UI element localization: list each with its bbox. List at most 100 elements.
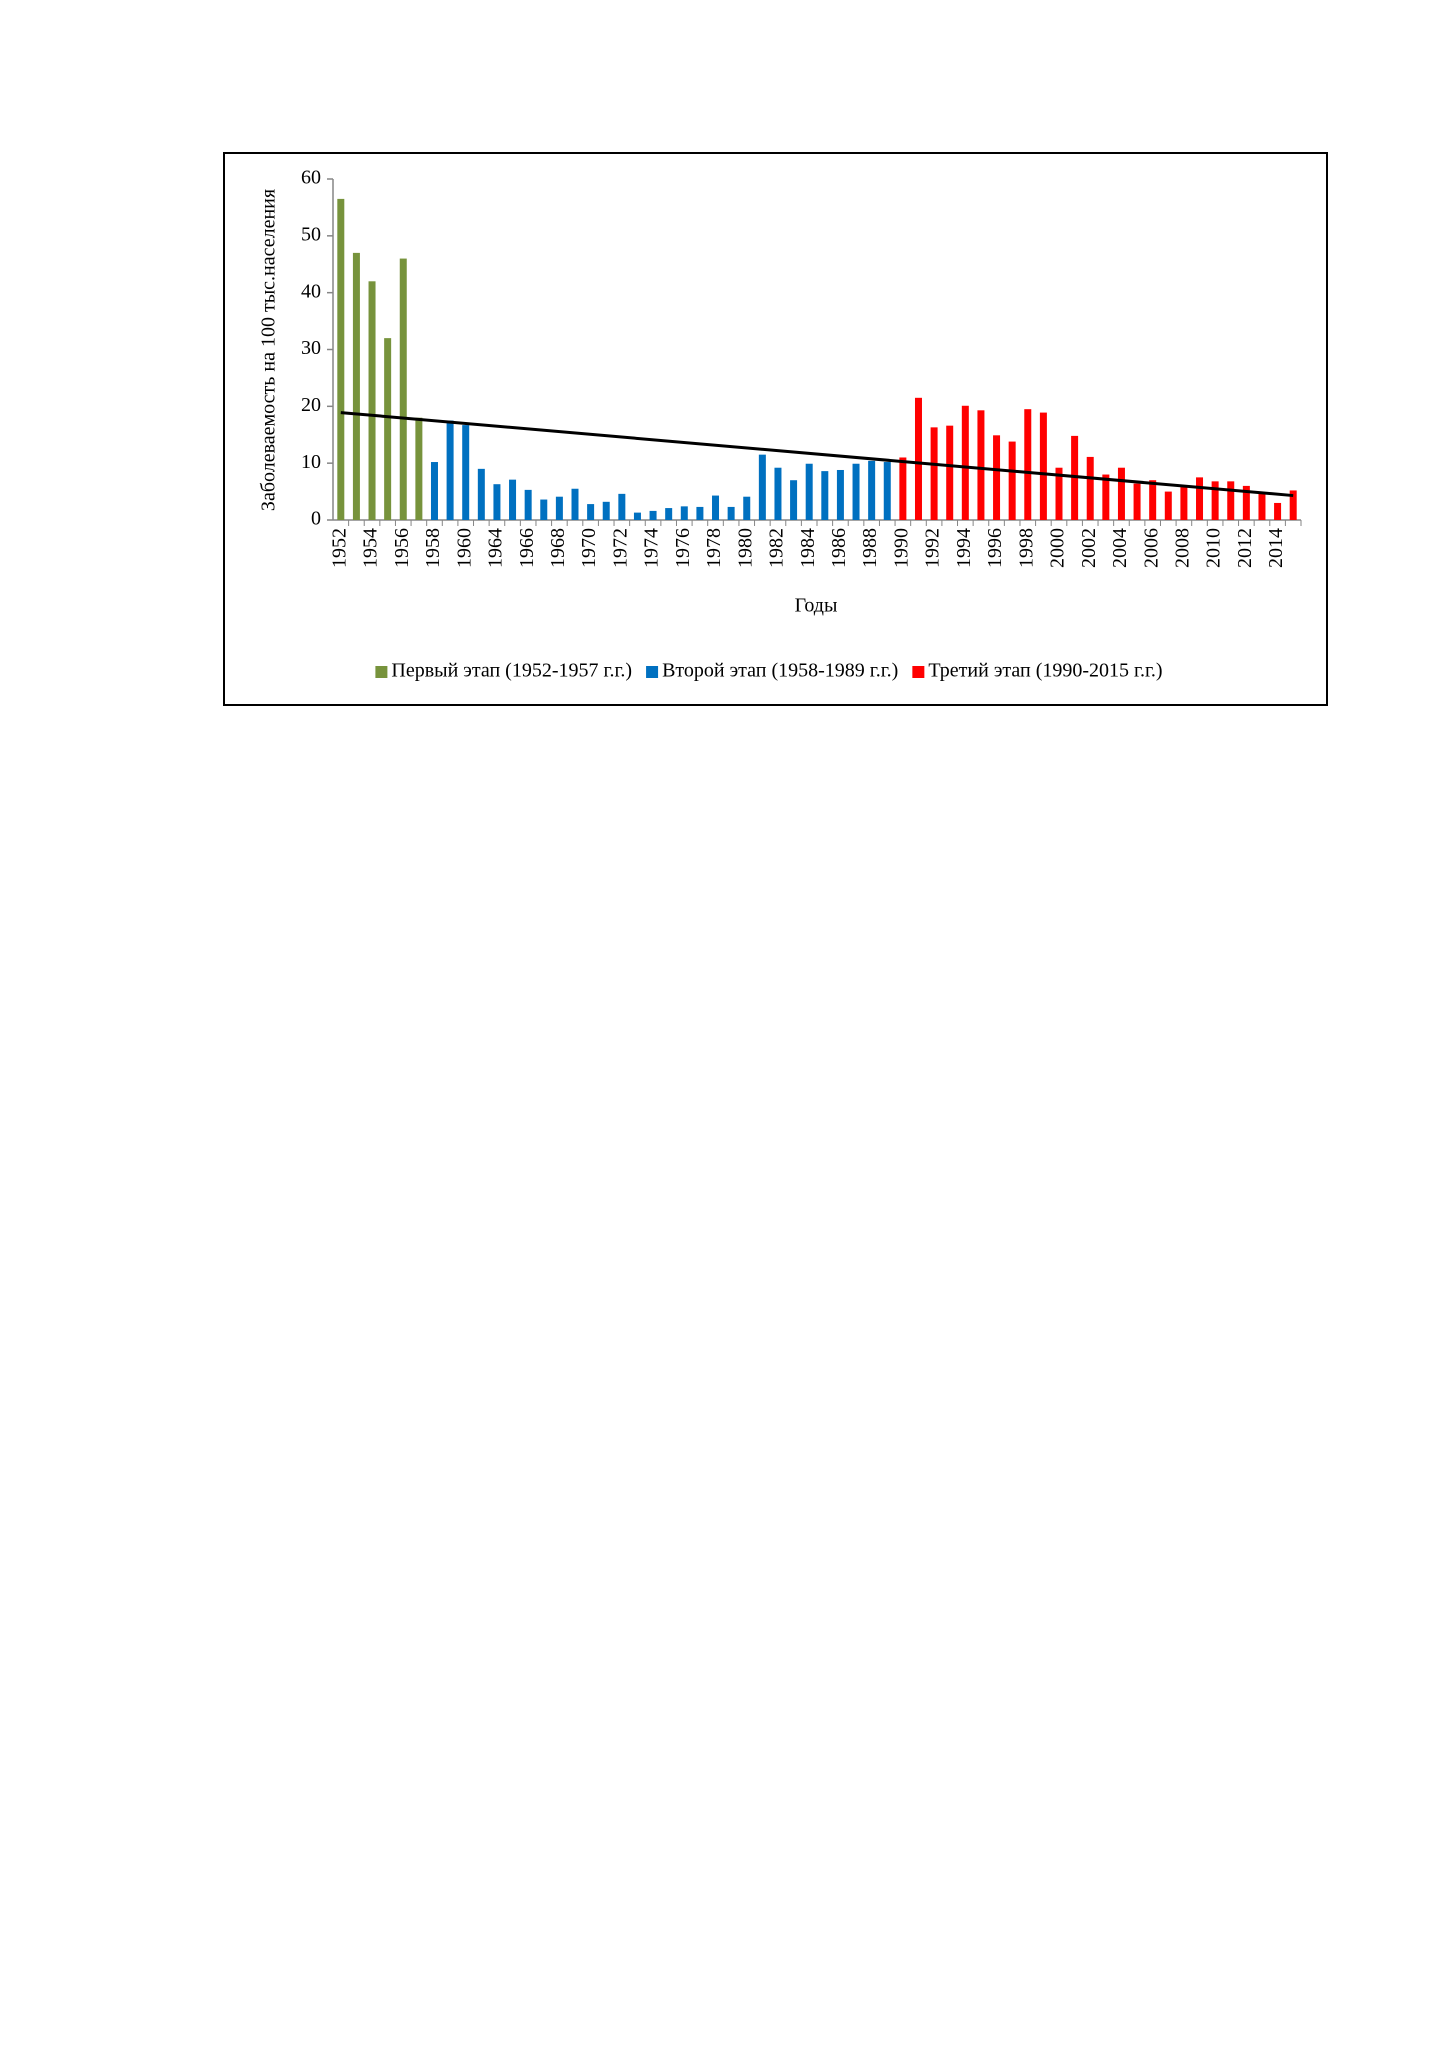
x-tick-label: 1994: [953, 528, 975, 568]
bar: [1133, 483, 1141, 520]
x-tick-label: 2012: [1234, 528, 1256, 568]
bar: [1227, 481, 1235, 520]
x-tick-label: 1996: [984, 528, 1006, 568]
x-tick-label: 1968: [547, 528, 569, 568]
chart-frame: [223, 152, 1328, 706]
bar: [352, 252, 360, 520]
y-tick-label: 30: [301, 337, 321, 359]
x-tick-label: 1998: [1015, 528, 1037, 568]
x-tick-label: 1984: [797, 528, 819, 568]
x-axis-label: Годы: [795, 595, 838, 617]
x-tick-label: 1986: [828, 528, 850, 568]
bar: [805, 463, 813, 520]
bar: [914, 397, 922, 520]
bar: [430, 462, 438, 520]
bar: [899, 457, 907, 520]
x-tick-label: 1966: [516, 528, 538, 568]
bar: [368, 281, 376, 520]
bar: [649, 510, 657, 520]
bar: [509, 479, 517, 520]
y-tick-label: 0: [311, 508, 321, 530]
x-tick-label: 1952: [328, 528, 350, 568]
bar: [1149, 480, 1157, 520]
legend-label: Второй этап (1958-1989 г.г.): [662, 660, 898, 682]
x-tick-label: 1954: [360, 528, 382, 568]
bar: [555, 496, 563, 520]
bar: [415, 417, 423, 520]
bar: [727, 506, 735, 520]
bar: [946, 425, 954, 520]
bar: [618, 493, 626, 520]
x-tick-label: 2006: [1140, 528, 1162, 568]
legend-marker: [912, 666, 925, 678]
bar: [1039, 412, 1047, 520]
bar: [540, 499, 548, 520]
bar: [774, 467, 782, 520]
bar: [1289, 490, 1297, 520]
bar: [680, 506, 688, 520]
bar: [1008, 441, 1016, 520]
bar: [961, 405, 969, 520]
bar: [571, 488, 579, 520]
x-tick-label: 2008: [1171, 528, 1193, 568]
legend-marker: [375, 666, 388, 678]
legend-marker: [646, 666, 659, 678]
bar: [1258, 493, 1266, 520]
bar: [993, 435, 1001, 520]
bar: [477, 468, 485, 520]
bar: [1211, 481, 1219, 520]
bar: [1242, 485, 1250, 520]
bar: [930, 427, 938, 520]
y-tick-label: 40: [301, 280, 321, 302]
bar: [868, 460, 876, 520]
y-tick-label: 20: [301, 394, 321, 416]
x-tick-label: 1970: [578, 528, 600, 568]
x-tick-label: 1982: [766, 528, 788, 568]
bar: [758, 454, 766, 520]
bar: [1117, 467, 1125, 520]
x-tick-label: 2000: [1047, 528, 1069, 568]
bar: [1024, 409, 1032, 520]
bar: [493, 484, 501, 520]
bar: [883, 462, 891, 520]
x-tick-label: 1974: [641, 528, 663, 568]
bar: [1274, 502, 1282, 520]
bar: [821, 471, 829, 520]
x-tick-label: 1978: [703, 528, 725, 568]
x-tick-label: 1990: [890, 528, 912, 568]
bar: [696, 506, 704, 520]
y-tick-label: 50: [301, 223, 321, 245]
bar: [1086, 456, 1094, 520]
bar: [1055, 467, 1063, 520]
legend-label: Третий этап (1990-2015 г.г.): [928, 660, 1162, 682]
x-tick-label: 1972: [609, 528, 631, 568]
bar: [1196, 477, 1204, 520]
y-tick-label: 60: [301, 167, 321, 189]
x-tick-label: 1956: [391, 528, 413, 568]
x-tick-label: 1976: [672, 528, 694, 568]
bar: [462, 425, 470, 520]
bar: [399, 258, 407, 520]
x-tick-label: 1992: [922, 528, 944, 568]
bar: [712, 495, 720, 520]
bar: [790, 480, 798, 520]
bar: [337, 198, 345, 520]
bar: [665, 508, 673, 520]
bar: [602, 501, 610, 520]
bar: [524, 489, 532, 520]
x-tick-label: 2002: [1078, 528, 1100, 568]
y-axis-label: Заболеваемость на 100 тыс.населения: [258, 189, 280, 511]
bar: [1180, 487, 1188, 520]
bar: [633, 512, 641, 520]
bar: [743, 496, 751, 520]
bar: [446, 420, 454, 520]
x-tick-label: 1980: [734, 528, 756, 568]
y-tick-label: 10: [301, 451, 321, 473]
bar: [977, 410, 985, 520]
bar: [1164, 491, 1172, 520]
legend-label: Первый этап (1952-1957 г.г.): [391, 660, 632, 682]
x-tick-label: 1958: [422, 528, 444, 568]
x-tick-label: 2014: [1265, 528, 1287, 568]
